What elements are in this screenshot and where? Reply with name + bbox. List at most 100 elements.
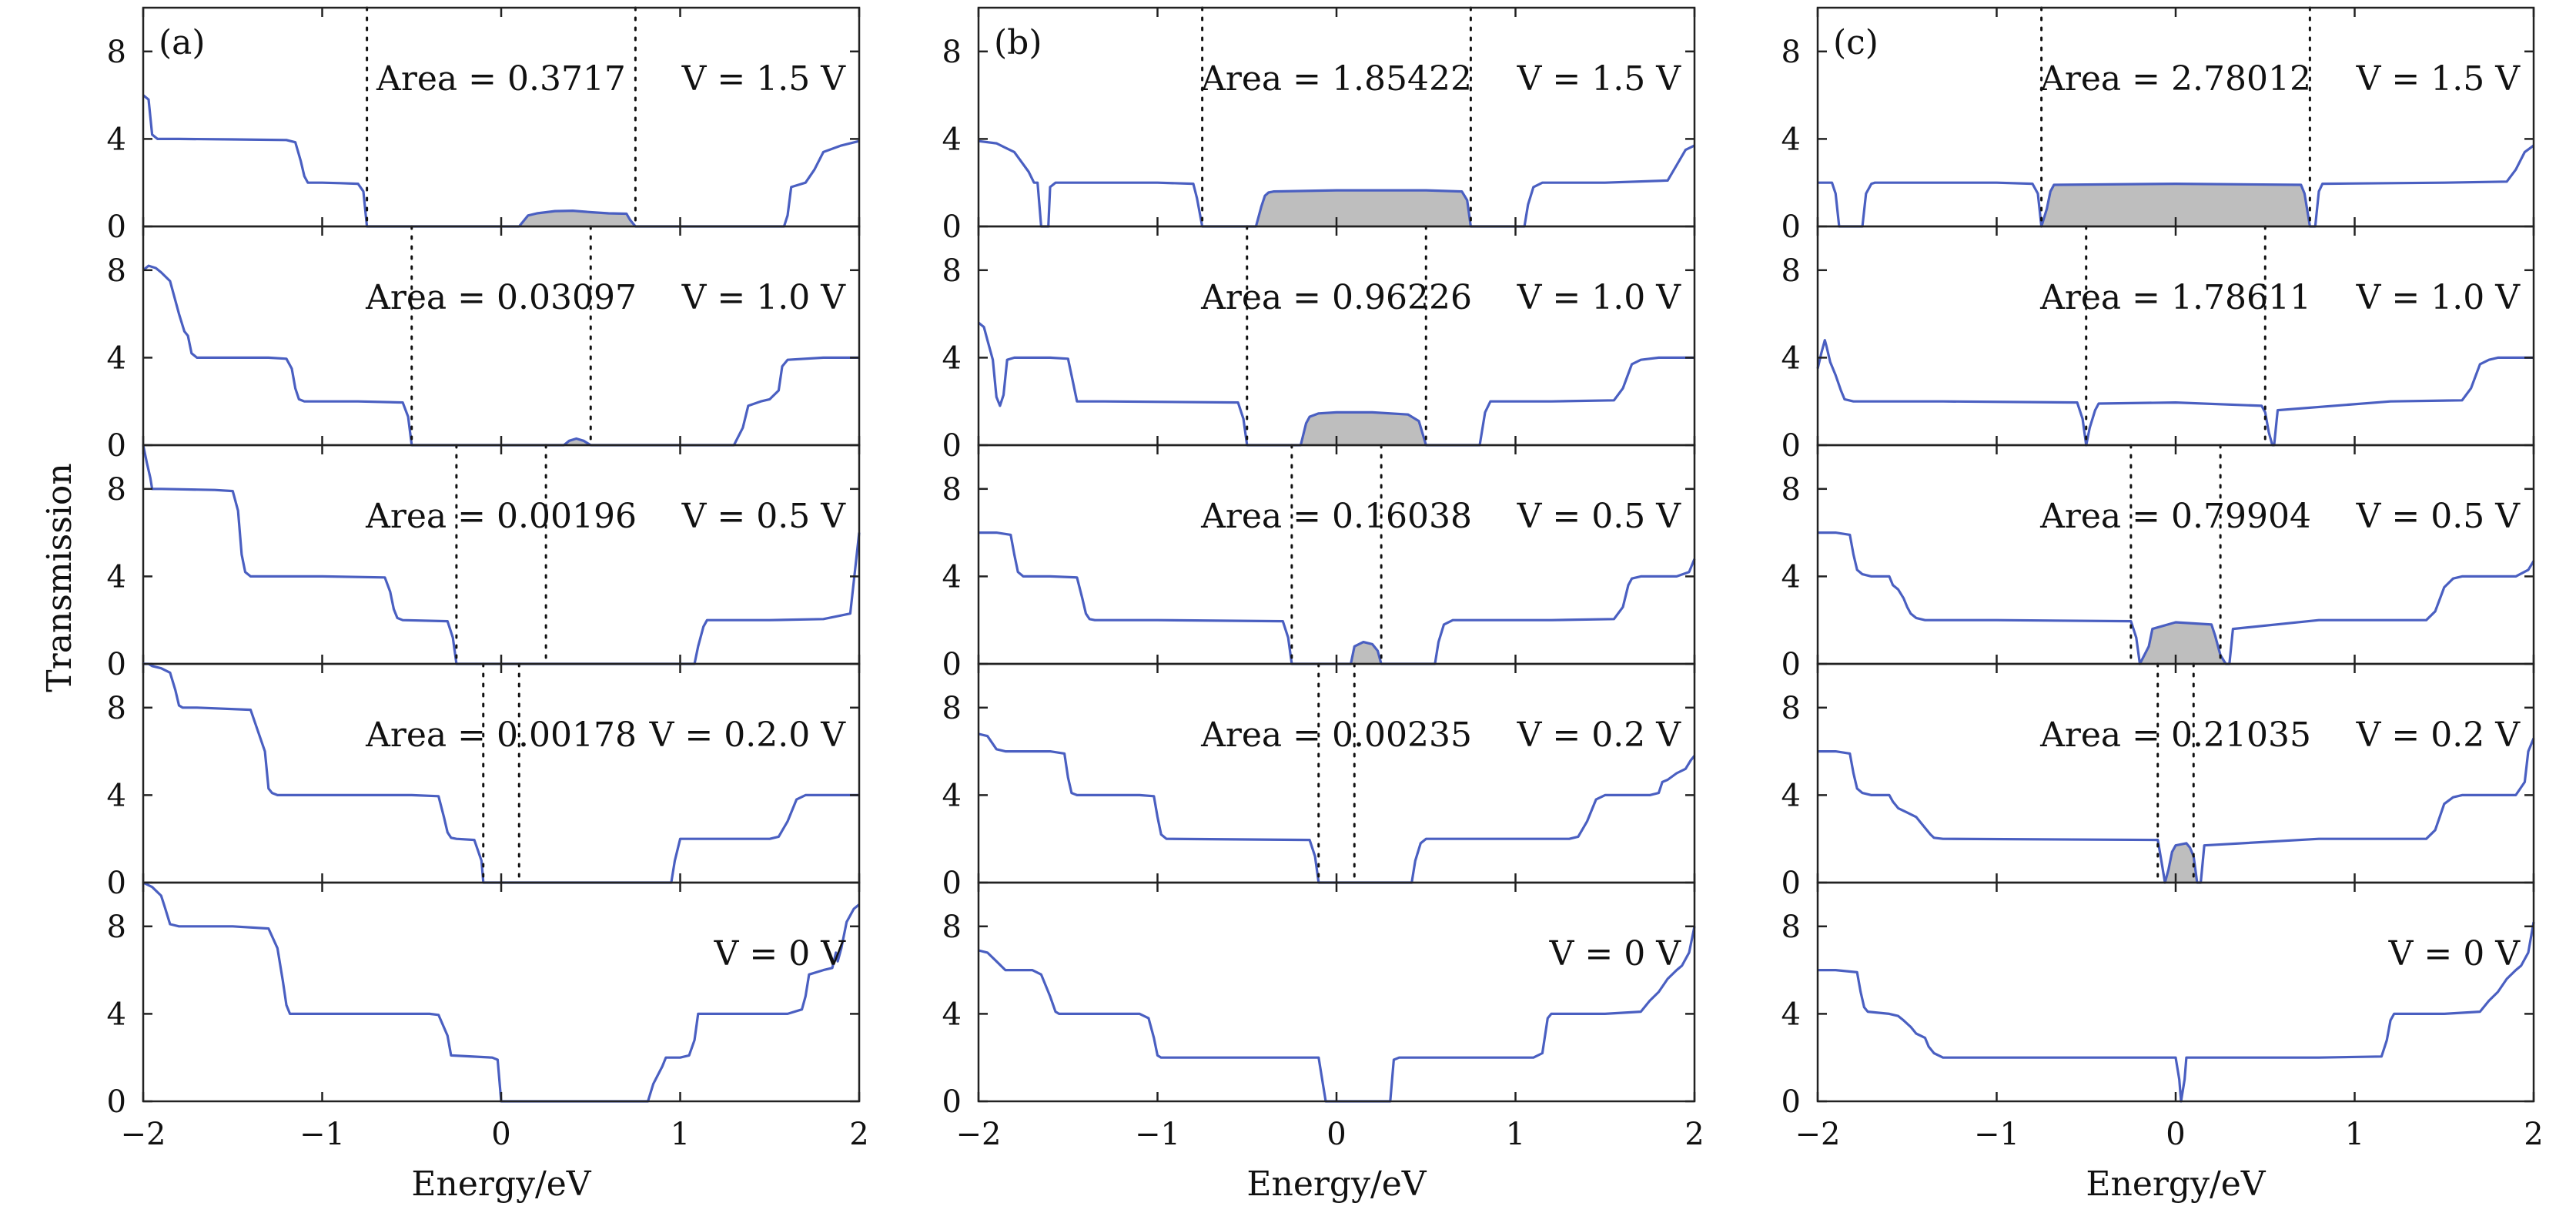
- subplot: 0 4 8 V = 1.5 V Area = 2.78012: [1781, 6, 2535, 245]
- bias-label: V = 0 V: [1549, 934, 1682, 973]
- y-tick-label: 4: [942, 778, 962, 813]
- y-tick-label: 4: [107, 122, 126, 157]
- x-axis-title: Energy/eV: [1246, 1164, 1427, 1204]
- bias-label: V = 0.5 V: [2356, 497, 2521, 536]
- x-tick-label: 1: [2345, 1117, 2364, 1152]
- transmission-curve: [1818, 144, 2534, 228]
- y-tick-label: 4: [942, 340, 962, 376]
- subplot-frame: [977, 444, 1696, 665]
- x-tick-label: 0: [2166, 1117, 2185, 1152]
- panel-label: (c): [1833, 23, 1878, 62]
- x-axis-title: Energy/eV: [411, 1164, 591, 1204]
- y-tick-label: 0: [1781, 209, 1801, 245]
- subplot: 0 4 8 V = 0.5 V Area = 0.16038: [942, 444, 1696, 682]
- area-label: Area = 1.78611: [2039, 278, 2311, 317]
- subplot: 0 4 8 V = 0 V: [107, 881, 861, 1120]
- transmission-curve: [978, 321, 1694, 447]
- y-tick-label: 0: [942, 1084, 962, 1120]
- y-tick-label: 4: [107, 778, 126, 813]
- shaded-area: [564, 438, 591, 445]
- transmission-curve: [1816, 339, 2534, 447]
- y-tick-label: 4: [107, 559, 126, 595]
- panel-label: (b): [994, 23, 1042, 62]
- y-tick-label: 0: [1781, 866, 1801, 901]
- y-tick-label: 8: [1781, 472, 1801, 508]
- subplot: 0 4 8 V = 0.5 V Area = 0.00196: [107, 444, 861, 682]
- subplot-frame: [142, 225, 861, 447]
- panel-b: 0 4 8 V = 1.5 V Area = 1.85422 0 4 8 V = 1.0 V Ar…: [942, 6, 1705, 1204]
- shaded-area: [2139, 622, 2226, 664]
- y-tick-label: 8: [107, 253, 126, 289]
- bias-label: V = 1.0 V: [2356, 278, 2521, 317]
- y-tick-label: 8: [1781, 691, 1801, 726]
- x-tick-label: 0: [1326, 1117, 1346, 1152]
- subplot: 0 4 8 V = 0 V: [942, 881, 1696, 1120]
- y-tick-label: 0: [107, 428, 126, 464]
- bias-label: V = 1.5 V: [1517, 59, 1682, 99]
- subplot-frame: [142, 444, 861, 665]
- subplot: 0 4 8 V = 1.0 V Area = 1.78611: [1781, 225, 2535, 464]
- bias-label: V = 0.2.0 V: [649, 715, 847, 755]
- area-label: Area = 1.85422: [1200, 59, 1472, 99]
- area-label: Area = 0.00235: [1200, 715, 1472, 755]
- y-tick-label: 4: [1781, 340, 1801, 376]
- subplot-frame: [142, 6, 861, 228]
- x-tick-label: 2: [1684, 1117, 1704, 1152]
- transmission-curve: [143, 662, 859, 884]
- shaded-area: [519, 210, 636, 226]
- y-tick-label: 4: [942, 122, 962, 157]
- y-tick-label: 0: [942, 647, 962, 682]
- y-tick-label: 4: [107, 340, 126, 376]
- x-axis-title: Energy/eV: [2086, 1164, 2266, 1204]
- y-tick-label: 8: [1781, 35, 1801, 70]
- subplot: 0 4 8 V = 1.0 V Area = 0.96226: [942, 225, 1696, 464]
- area-label: Area = 0.00196: [365, 497, 637, 536]
- bias-label: V = 0 V: [2388, 934, 2521, 973]
- y-tick-label: 8: [107, 910, 126, 945]
- x-tick-label: 0: [491, 1117, 510, 1152]
- y-tick-label: 0: [1781, 428, 1801, 464]
- bias-label: V = 0 V: [714, 934, 847, 973]
- transmission-curve: [1818, 921, 2535, 1103]
- transmission-curve: [978, 139, 1695, 228]
- subplot: 0 4 8 V = 0.2 V Area = 0.00235: [942, 662, 1696, 901]
- y-tick-label: 8: [107, 35, 126, 70]
- subplot-frame: [1816, 881, 2535, 1103]
- area-label: Area = 0.00178: [365, 715, 637, 755]
- x-tick-label: 1: [671, 1117, 690, 1152]
- x-tick-label: −1: [1135, 1117, 1180, 1152]
- area-label: Area = 0.21035: [2039, 715, 2311, 755]
- y-tick-label: 0: [107, 647, 126, 682]
- shaded-area: [1300, 412, 1427, 445]
- y-tick-label: 4: [1781, 559, 1801, 595]
- subplot: 0 4 8 V = 0.2.0 V Area = 0.00178: [107, 662, 861, 901]
- y-tick-label: 8: [942, 910, 962, 945]
- y-axis-title: Transmission: [40, 463, 79, 692]
- bias-label: V = 0.2 V: [2356, 715, 2521, 755]
- transmission-curve: [978, 732, 1696, 884]
- panel-label: (a): [159, 23, 206, 62]
- subplot-frame: [977, 881, 1696, 1103]
- y-tick-label: 4: [1781, 122, 1801, 157]
- subplot: 0 4 8 V = 1.5 V Area = 0.3717: [107, 6, 861, 245]
- x-tick-label: −1: [299, 1117, 345, 1152]
- area-label: Area = 0.16038: [1200, 497, 1472, 536]
- subplot-frame: [1816, 225, 2535, 447]
- bias-label: V = 1.0 V: [681, 278, 847, 317]
- y-tick-label: 8: [942, 691, 962, 726]
- shaded-area: [1256, 190, 1471, 226]
- transmission-curve: [979, 531, 1696, 665]
- y-tick-label: 0: [1781, 647, 1801, 682]
- area-label: Area = 0.03097: [365, 278, 637, 317]
- bias-label: V = 1.5 V: [681, 59, 847, 99]
- area-label: Area = 0.3717: [376, 59, 626, 99]
- y-tick-label: 4: [1781, 997, 1801, 1032]
- transmission-curve: [1818, 737, 2535, 884]
- transmission-curve: [142, 444, 861, 665]
- bias-label: V = 0.5 V: [1517, 497, 1682, 536]
- y-tick-label: 4: [107, 997, 126, 1032]
- y-tick-label: 4: [942, 997, 962, 1032]
- y-tick-label: 0: [107, 209, 126, 245]
- shaded-area: [2041, 183, 2310, 226]
